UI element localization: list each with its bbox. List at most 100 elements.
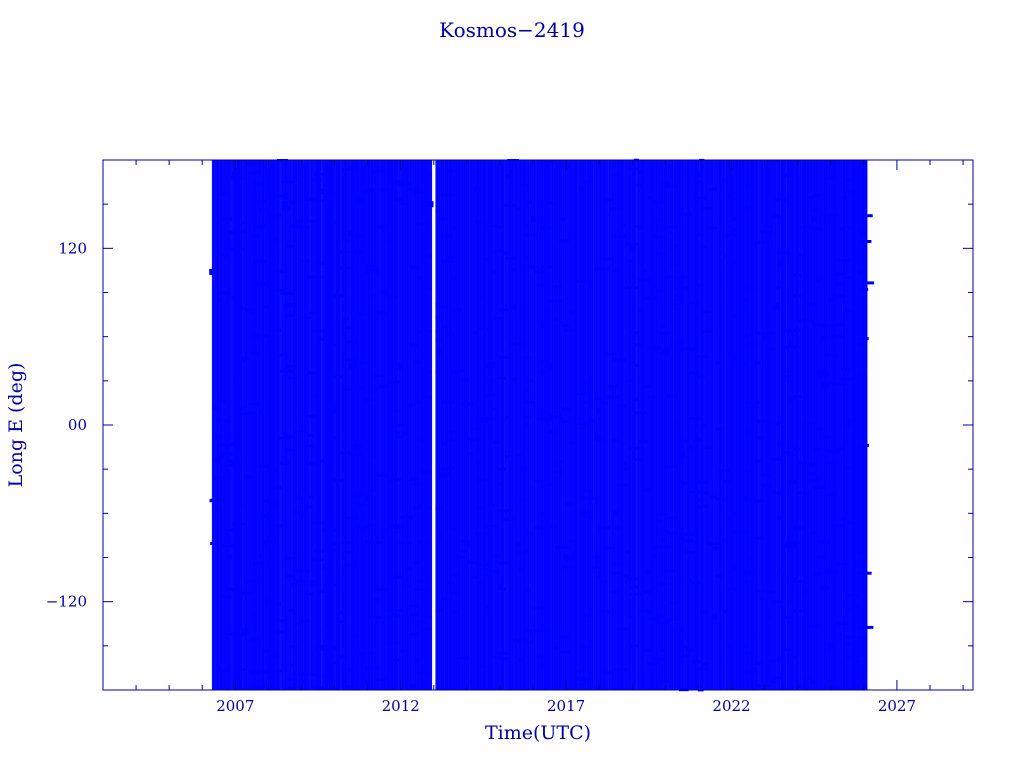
data-point [701,206,714,210]
data-point [386,608,400,612]
data-point [262,539,276,543]
data-point [558,239,569,243]
data-point [241,356,250,360]
data-point [665,184,678,188]
data-point [476,478,491,482]
data-point [687,446,692,449]
data-point [386,295,399,299]
data-point [763,473,771,477]
data-point [370,293,377,297]
data-point [532,525,545,529]
data-point [307,434,314,438]
data-point [364,540,374,544]
data-point [414,657,421,664]
data-point [342,168,354,171]
data-point [542,411,547,415]
data-point [311,178,322,182]
data-point [356,234,367,238]
data-point [615,627,628,631]
data-point [804,676,812,680]
data-point [552,317,560,321]
data-point [400,516,414,520]
data-point [744,670,756,674]
data-point [543,309,550,313]
data-point [486,573,493,577]
data-point [470,426,481,430]
data-point [264,463,271,467]
data-point [659,331,669,335]
data-point [805,420,812,424]
data-point [702,329,713,333]
data-point [725,234,739,237]
data-point [447,581,455,584]
data-point [451,527,458,531]
data-point [231,296,240,299]
data-point [397,363,404,370]
data-point [300,259,310,263]
data-point [474,220,487,224]
data-point [250,637,261,641]
data-point [417,671,430,675]
axis-ticks [102,159,973,691]
data-point [306,461,319,465]
data-point [557,546,569,549]
data-point [847,520,856,524]
data-point [564,557,576,561]
data-point [216,669,229,672]
data-point [502,517,515,521]
data-point [460,550,467,554]
data-point [497,583,503,590]
data-point [676,341,685,345]
data-point [773,676,784,680]
data-point [558,417,564,421]
data-point [484,393,495,397]
data-point [860,240,872,243]
data-point [288,376,301,380]
data-point [344,358,358,362]
data-point [356,362,370,366]
data-point [825,567,833,571]
data-point [699,610,709,614]
data-point [643,590,653,594]
data-point [741,298,749,302]
plot-data [209,158,875,692]
data-point [628,379,635,382]
data-point [590,566,601,570]
data-point [475,460,482,464]
data-point [321,191,335,195]
data-point [648,617,661,621]
data-point [689,490,703,494]
data-point [753,499,764,503]
data-point [233,375,238,379]
data-point [305,197,319,201]
data-point [342,317,349,320]
data-point [610,571,624,575]
data-point [530,215,536,222]
data-point [348,230,355,237]
data-gap [432,160,436,690]
data-point [645,569,652,576]
data-point [846,276,855,279]
data-point [478,506,486,510]
data-point [510,304,517,311]
data-point [269,654,278,658]
data-point [602,671,613,675]
data-point [244,308,257,312]
data-point [857,342,867,346]
data-point [402,584,410,588]
data-point [661,649,667,652]
data-point [691,581,700,585]
data-point [440,597,449,601]
data-point [463,539,470,546]
data-point [752,536,764,540]
data-point [365,264,377,268]
data-point [252,561,265,565]
data-point [650,554,657,558]
data-point [767,159,779,163]
data-point [778,260,785,267]
data-point [217,667,222,671]
data-point [217,299,223,303]
data-point [553,646,558,650]
data-point [860,230,867,237]
data-point [792,580,803,583]
